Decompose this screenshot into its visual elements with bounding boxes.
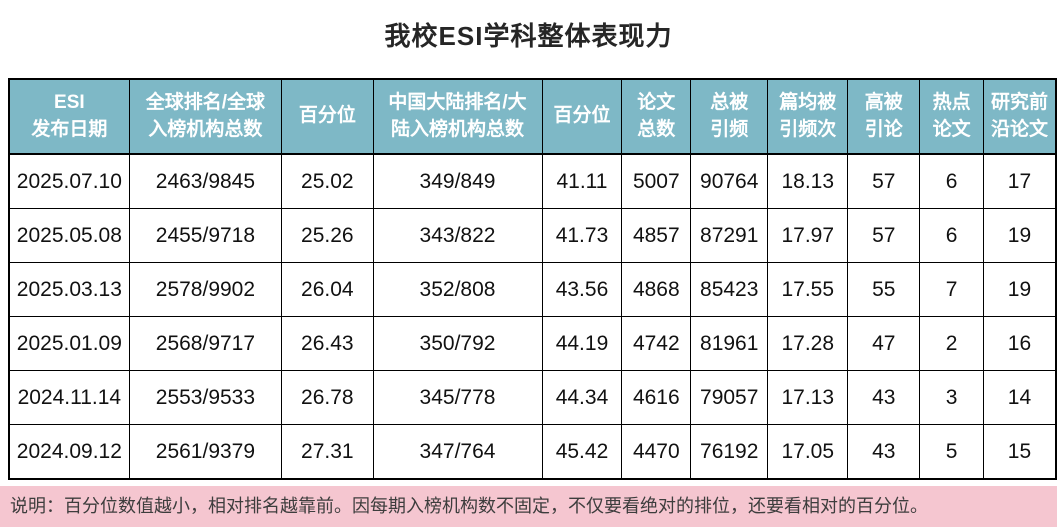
cell-highly-cited: 47	[847, 316, 921, 371]
cell-cn-percentile: 44.34	[541, 370, 623, 425]
cell-front-papers: 15	[982, 424, 1057, 480]
cell-global-percentile: 27.31	[281, 424, 374, 480]
cell-hot-papers: 3	[919, 370, 984, 425]
cell-cn-percentile: 44.19	[541, 316, 623, 371]
cell-papers: 4868	[621, 262, 692, 317]
cell-cites-per-paper: 17.05	[767, 424, 849, 480]
cell-papers: 4470	[621, 424, 692, 480]
cell-cites-per-paper: 17.55	[767, 262, 849, 317]
cell-highly-cited: 57	[847, 153, 921, 209]
cell-cn-rank: 343/822	[372, 208, 543, 263]
table-row: 2025.07.10 2463/9845 25.02 349/849 41.11…	[8, 153, 1057, 209]
cell-global-rank: 2553/9533	[128, 370, 283, 425]
table-header-row: ESI 发布日期 全球排名/全球 入榜机构总数 百分位 中国大陆排名/大 陆入榜…	[8, 78, 1057, 155]
header-cn-rank: 中国大陆排名/大 陆入榜机构总数	[372, 78, 543, 155]
cell-hot-papers: 6	[919, 208, 984, 263]
esi-performance-table: ESI 发布日期 全球排名/全球 入榜机构总数 百分位 中国大陆排名/大 陆入榜…	[8, 78, 1057, 480]
cell-front-papers: 19	[982, 262, 1057, 317]
cell-cn-percentile: 43.56	[541, 262, 623, 317]
header-front-papers: 研究前 沿论文	[982, 78, 1057, 155]
table-row: 2024.11.14 2553/9533 26.78 345/778 44.34…	[8, 370, 1057, 425]
cell-front-papers: 14	[982, 370, 1057, 425]
cell-papers: 5007	[621, 153, 692, 209]
cell-highly-cited: 43	[847, 370, 921, 425]
cell-global-percentile: 25.26	[281, 208, 374, 263]
cell-date: 2025.07.10	[8, 153, 130, 209]
page-title: 我校ESI学科整体表现力	[384, 21, 673, 51]
cell-hot-papers: 2	[919, 316, 984, 371]
explanation-note: 说明：百分位数值越小，相对排名越靠前。因每期入榜机构数不固定，不仅要看绝对的排位…	[0, 486, 1057, 527]
cell-date: 2024.09.12	[8, 424, 130, 480]
cell-cites-per-paper: 17.13	[767, 370, 849, 425]
cell-global-percentile: 26.43	[281, 316, 374, 371]
cell-cn-percentile: 45.42	[541, 424, 623, 480]
cell-global-rank: 2561/9379	[128, 424, 283, 480]
cell-hot-papers: 5	[919, 424, 984, 480]
header-total-citations: 总被 引频	[690, 78, 769, 155]
cell-papers: 4857	[621, 208, 692, 263]
cell-cn-rank: 345/778	[372, 370, 543, 425]
header-highly-cited: 高被 引论	[847, 78, 921, 155]
cell-global-rank: 2455/9718	[128, 208, 283, 263]
cell-hot-papers: 6	[919, 153, 984, 209]
cell-front-papers: 17	[982, 153, 1057, 209]
cell-front-papers: 16	[982, 316, 1057, 371]
cell-global-percentile: 26.04	[281, 262, 374, 317]
cell-date: 2025.05.08	[8, 208, 130, 263]
cell-cn-rank: 352/808	[372, 262, 543, 317]
cell-global-percentile: 26.78	[281, 370, 374, 425]
cell-citations: 90764	[690, 153, 769, 209]
header-global-percentile: 百分位	[281, 78, 374, 155]
header-total-papers: 论文 总数	[621, 78, 692, 155]
cell-citations: 85423	[690, 262, 769, 317]
header-cites-per-paper: 篇均被 引频次	[767, 78, 849, 155]
table-row: 2025.03.13 2578/9902 26.04 352/808 43.56…	[8, 262, 1057, 317]
cell-cites-per-paper: 18.13	[767, 153, 849, 209]
cell-cn-percentile: 41.11	[541, 153, 623, 209]
cell-global-percentile: 25.02	[281, 153, 374, 209]
cell-date: 2025.01.09	[8, 316, 130, 371]
cell-highly-cited: 55	[847, 262, 921, 317]
header-hot-papers: 热点 论文	[919, 78, 984, 155]
cell-cn-rank: 347/764	[372, 424, 543, 480]
cell-highly-cited: 43	[847, 424, 921, 480]
header-cn-percentile: 百分位	[541, 78, 623, 155]
cell-citations: 81961	[690, 316, 769, 371]
table-row: 2025.05.08 2455/9718 25.26 343/822 41.73…	[8, 208, 1057, 263]
cell-papers: 4616	[621, 370, 692, 425]
cell-papers: 4742	[621, 316, 692, 371]
cell-date: 2025.03.13	[8, 262, 130, 317]
cell-citations: 76192	[690, 424, 769, 480]
cell-citations: 87291	[690, 208, 769, 263]
cell-citations: 79057	[690, 370, 769, 425]
cell-front-papers: 19	[982, 208, 1057, 263]
cell-cn-rank: 350/792	[372, 316, 543, 371]
cell-cites-per-paper: 17.97	[767, 208, 849, 263]
cell-cn-rank: 349/849	[372, 153, 543, 209]
header-release-date: ESI 发布日期	[8, 78, 130, 155]
cell-hot-papers: 7	[919, 262, 984, 317]
cell-date: 2024.11.14	[8, 370, 130, 425]
table-row: 2024.09.12 2561/9379 27.31 347/764 45.42…	[8, 424, 1057, 480]
cell-cn-percentile: 41.73	[541, 208, 623, 263]
cell-global-rank: 2463/9845	[128, 153, 283, 209]
cell-cites-per-paper: 17.28	[767, 316, 849, 371]
header-global-rank: 全球排名/全球 入榜机构总数	[128, 78, 283, 155]
table-row: 2025.01.09 2568/9717 26.43 350/792 44.19…	[8, 316, 1057, 371]
cell-global-rank: 2578/9902	[128, 262, 283, 317]
cell-highly-cited: 57	[847, 208, 921, 263]
cell-global-rank: 2568/9717	[128, 316, 283, 371]
